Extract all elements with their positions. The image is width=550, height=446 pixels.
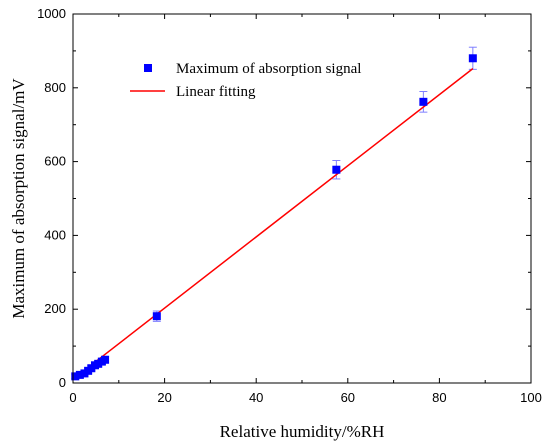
y-tick-label: 1000 bbox=[37, 6, 66, 21]
y-tick-label: 400 bbox=[44, 227, 66, 242]
x-axis-ticks: 0 20 40 60 80 100 bbox=[69, 14, 542, 405]
y-tick-label: 200 bbox=[44, 301, 66, 316]
legend: Maximum of absorption signal Linear fitt… bbox=[130, 61, 361, 100]
legend-label-line: Linear fitting bbox=[176, 84, 256, 100]
y-tick-label: 0 bbox=[59, 375, 66, 390]
y-axis-title: Maximum of absorption signal/mV bbox=[9, 78, 28, 319]
data-point bbox=[468, 54, 477, 63]
data-point bbox=[152, 312, 161, 321]
data-point bbox=[419, 97, 428, 106]
x-axis-title: Relative humidity/%RH bbox=[220, 422, 385, 441]
x-tick-label: 100 bbox=[520, 390, 542, 405]
legend-marker-square bbox=[144, 64, 152, 72]
data-point bbox=[71, 372, 80, 381]
x-tick-label: 20 bbox=[157, 390, 171, 405]
x-tick-label: 60 bbox=[341, 390, 355, 405]
y-tick-label: 600 bbox=[44, 154, 66, 169]
data-point bbox=[332, 165, 341, 174]
data-point bbox=[75, 370, 84, 379]
y-tick-label: 800 bbox=[44, 80, 66, 95]
data-point bbox=[101, 355, 110, 364]
fit-line bbox=[74, 68, 474, 379]
x-tick-label: 80 bbox=[432, 390, 446, 405]
y-axis-ticks: 0 200 400 600 800 1000 bbox=[37, 6, 531, 390]
x-tick-label: 40 bbox=[249, 390, 263, 405]
fit-line-group bbox=[74, 68, 474, 379]
error-bars bbox=[71, 46, 477, 380]
data-points bbox=[71, 54, 477, 381]
x-tick-label: 0 bbox=[69, 390, 76, 405]
legend-label-points: Maximum of absorption signal bbox=[176, 61, 361, 77]
